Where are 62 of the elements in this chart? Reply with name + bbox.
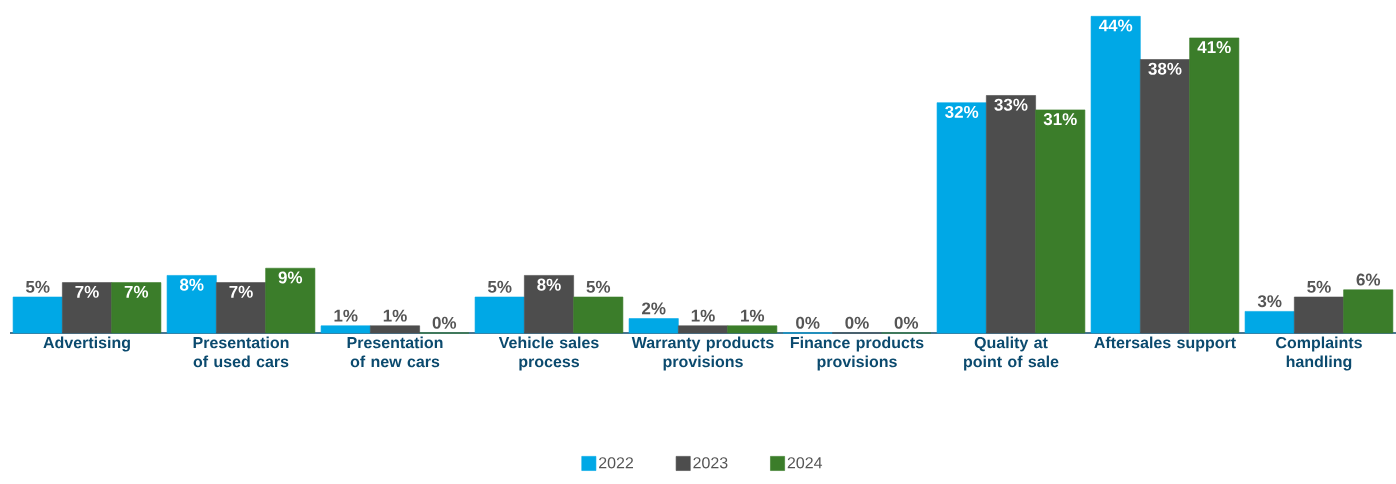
- data-label: 44%: [1098, 19, 1133, 32]
- x-tick-label: Vehicle sales process: [498, 336, 599, 371]
- data-label: 9%: [278, 271, 303, 284]
- data-label: 1%: [334, 309, 358, 322]
- x-tick-label: Finance products provisions: [790, 336, 924, 371]
- bar: [573, 296, 624, 334]
- bar: [370, 325, 420, 334]
- data-label: 32%: [945, 105, 979, 118]
- data-label: 1%: [741, 309, 765, 322]
- bar: [1294, 296, 1344, 334]
- data-label: 41%: [1197, 41, 1231, 54]
- x-tick-label: Presentation of new cars: [347, 336, 443, 368]
- data-label: 0%: [432, 316, 457, 329]
- data-label: 5%: [586, 280, 611, 293]
- bar: [1090, 16, 1141, 334]
- data-label: 0%: [894, 316, 919, 329]
- bar: [628, 318, 679, 334]
- x-tick-label: Aftersales support: [1094, 336, 1236, 352]
- data-label: 0%: [845, 316, 869, 329]
- bar: [524, 275, 574, 334]
- data-label: 6%: [1356, 273, 1381, 286]
- bar: [474, 296, 525, 334]
- bar: [727, 325, 778, 334]
- data-label: 7%: [124, 285, 149, 298]
- bar: [320, 325, 371, 334]
- bar: [62, 282, 112, 334]
- bar: [1343, 289, 1394, 334]
- data-label: 31%: [1043, 113, 1077, 126]
- data-label: 7%: [75, 285, 99, 298]
- x-tick-label: Warranty products provisions: [631, 336, 774, 371]
- data-label: 0%: [796, 316, 820, 329]
- bar: [936, 102, 987, 334]
- legend-label: 2022: [599, 457, 633, 469]
- bar: [678, 325, 728, 334]
- x-tick-label: Presentation of used cars: [193, 336, 289, 368]
- data-label: 5%: [25, 280, 50, 293]
- data-label: 5%: [487, 280, 512, 293]
- legend-label: 2023: [693, 457, 728, 469]
- legend-label: 2024: [787, 457, 823, 469]
- bar: [265, 267, 316, 334]
- bar: [111, 282, 162, 334]
- bar: [1140, 59, 1190, 334]
- data-label: 33%: [994, 98, 1028, 111]
- data-label: 8%: [179, 278, 204, 291]
- data-label: 1%: [691, 309, 715, 322]
- data-label: 5%: [1307, 280, 1331, 293]
- data-label: 8%: [537, 278, 561, 291]
- data-label: 1%: [383, 309, 407, 322]
- bar: [216, 282, 266, 334]
- data-label: 7%: [229, 285, 253, 298]
- x-tick-label: Complaints handling: [1276, 336, 1362, 371]
- bar: [1035, 109, 1086, 334]
- bar: [986, 95, 1036, 334]
- x-tick-label: Quality at point of sale: [964, 336, 1059, 371]
- data-label: 3%: [1257, 295, 1282, 308]
- bar: [166, 275, 217, 334]
- bar: [1244, 311, 1295, 334]
- data-label: 38%: [1148, 62, 1182, 75]
- bar: [1189, 37, 1240, 334]
- bar: [12, 296, 63, 334]
- x-tick-label: Advertising: [43, 336, 130, 352]
- data-label: 2%: [642, 302, 666, 315]
